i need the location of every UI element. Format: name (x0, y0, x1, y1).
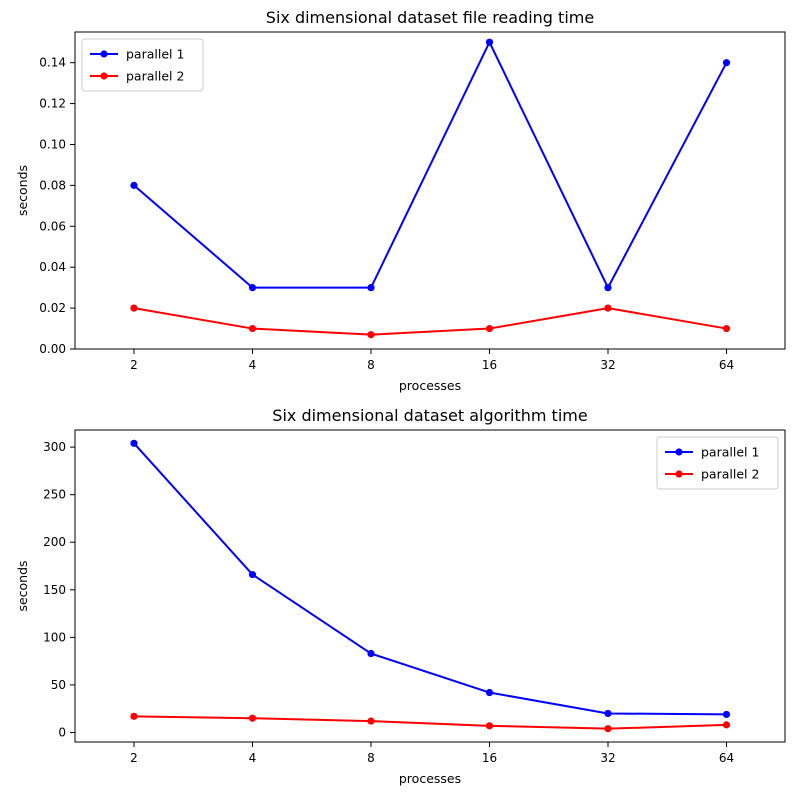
x-tick-label: 2 (130, 751, 138, 765)
plot-frame (74, 31, 786, 350)
chart-file-reading-time: Six dimensional dataset file reading tim… (15, 8, 786, 393)
series-2-point (248, 324, 257, 333)
y-tick-label: 0 (58, 725, 66, 739)
plot-frame (74, 429, 786, 743)
y-tick-label: 50 (51, 678, 66, 692)
series-1-point (604, 709, 612, 718)
legend-marker (675, 470, 683, 478)
x-tick-label: 16 (482, 358, 497, 372)
y-tick-label: 0.04 (39, 260, 66, 274)
series-2-point (130, 712, 138, 720)
legend-box (81, 38, 204, 92)
x-tick-label: 2 (130, 358, 138, 372)
y-axis-label: seconds (15, 560, 30, 611)
y-axis-label: seconds (15, 165, 30, 216)
legend-box (656, 436, 779, 490)
series-line-1 (133, 41, 728, 289)
chart-title: Six dimensional dataset algorithm time (272, 406, 587, 425)
chart-algorithm-time: Six dimensional dataset algorithm time 2 4… (15, 406, 786, 786)
y-tick-label: 200 (43, 535, 66, 549)
y-tick-label: 0.06 (39, 219, 66, 233)
series-1-point (604, 284, 612, 292)
series-line-2 (133, 307, 727, 336)
legend-label: parallel 2 (701, 467, 759, 482)
series-1-point (485, 688, 494, 697)
y-tick-label: 100 (43, 630, 66, 644)
series-2-point (722, 324, 731, 333)
series-line-2 (133, 715, 727, 730)
x-tick-label: 4 (249, 358, 257, 372)
series-1-point (485, 38, 494, 46)
series-2-point (722, 721, 731, 729)
series-1-point (367, 284, 375, 292)
legend-label: parallel 1 (701, 445, 759, 460)
x-tick-label: 32 (600, 358, 615, 372)
series-2-point (604, 725, 612, 733)
series-1-point (248, 570, 257, 579)
x-tick-label: 16 (482, 751, 497, 765)
y-tick-label: 300 (43, 440, 66, 454)
x-tick-label: 4 (249, 751, 257, 765)
x-tick-label: 64 (719, 751, 734, 765)
y-tick-label: 0.14 (39, 56, 66, 70)
legend-marker (675, 448, 683, 456)
y-tick-label: 0.08 (39, 178, 66, 192)
series-2-point (248, 714, 257, 722)
y-tick-label: 0.12 (39, 97, 66, 111)
x-axis-label: processes (399, 378, 461, 393)
series-2-point (604, 304, 612, 312)
series-2-point (130, 304, 138, 312)
series-2-point (367, 717, 375, 725)
series-1-point (248, 284, 257, 292)
y-tick-label: 150 (43, 583, 66, 597)
x-axis-label: processes (399, 771, 461, 786)
legend-label: parallel 2 (126, 69, 184, 84)
legend-marker (100, 50, 108, 58)
series-1-point (722, 59, 731, 67)
x-tick-label: 32 (600, 751, 615, 765)
legend-label: parallel 1 (126, 47, 184, 62)
x-tick-label: 64 (719, 358, 734, 372)
series-2-point (485, 722, 494, 730)
y-tick-label: 0.02 (39, 301, 66, 315)
x-tick-label: 8 (367, 358, 375, 372)
series-1-point (130, 439, 138, 447)
series-2-point (485, 324, 494, 333)
y-tick-label: 0.10 (39, 137, 66, 151)
y-tick-label: 250 (43, 488, 66, 502)
x-tick-label: 8 (367, 751, 375, 765)
series-1-point (722, 710, 731, 719)
series-2-point (367, 331, 375, 339)
legend-marker (100, 72, 108, 80)
chart-title: Six dimensional dataset file reading tim… (266, 8, 594, 27)
y-tick-label: 0.00 (39, 342, 66, 356)
series-1-point (130, 181, 138, 189)
series-line-1 (133, 442, 727, 716)
series-1-point (367, 649, 375, 658)
